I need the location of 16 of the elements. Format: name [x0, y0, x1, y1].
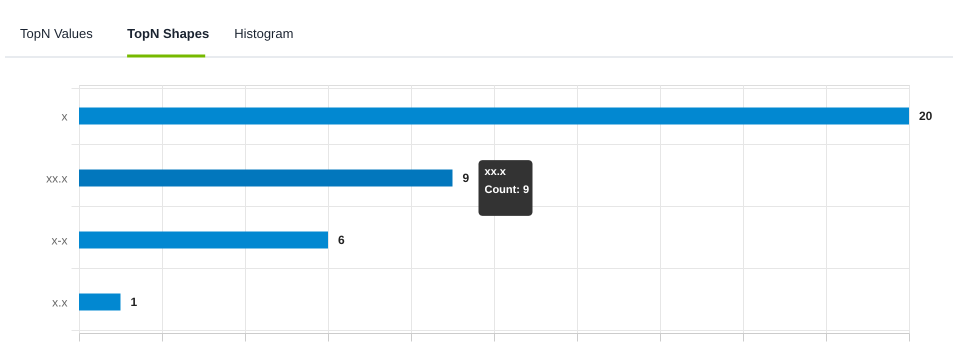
annotation: xx.x Count: 9	[484, 166, 530, 196]
text: TopN Values	[20, 26, 94, 41]
bar	[79, 170, 452, 186]
text: Histogram	[234, 26, 294, 41]
bar	[79, 108, 909, 124]
bar	[79, 294, 120, 310]
data-label: 6	[338, 233, 345, 247]
data-label: 1	[130, 295, 138, 309]
data-label: 20	[919, 109, 933, 123]
y-tick-label: xx.x	[46, 172, 68, 186]
text: TopN Shapes	[127, 26, 210, 41]
y-tick-label: x-x	[52, 234, 68, 248]
y-tick-label: x.x	[52, 296, 68, 310]
y-tick-label: x	[62, 110, 68, 124]
bar	[79, 232, 328, 248]
data-label: 9	[462, 171, 470, 185]
